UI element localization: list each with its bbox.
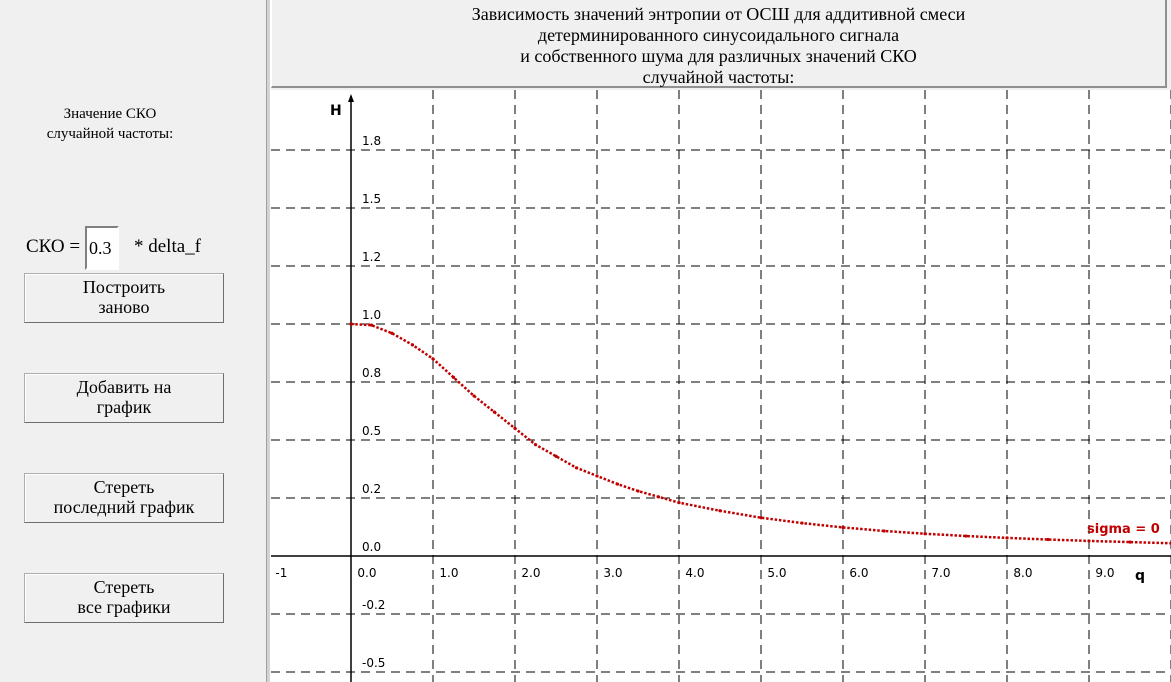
- add-to-graph-button[interactable]: Добавить на график: [24, 373, 224, 423]
- data-point: [656, 495, 661, 499]
- axes: [271, 94, 1171, 682]
- y-tick-label: 1.2: [362, 250, 381, 264]
- x-tick-label: 8.0: [1013, 566, 1032, 580]
- data-point: [841, 525, 845, 530]
- y-tick-label: -0.5: [362, 656, 385, 670]
- x-tick-label: -1: [275, 566, 287, 580]
- chart-title-line-1: Зависимость значений энтропии от ОСШ для…: [471, 4, 966, 24]
- data-point: [472, 394, 476, 398]
- data-point: [1046, 537, 1050, 542]
- data-point: [964, 534, 968, 538]
- data-point: [923, 532, 927, 536]
- data-point: [513, 426, 517, 430]
- rebuild-button[interactable]: Построить заново: [24, 273, 224, 323]
- sko-suffix-label: * delta_f: [134, 236, 202, 257]
- panel-divider[interactable]: [266, 0, 271, 682]
- y-tick-label: 0.5: [362, 424, 381, 438]
- x-tick-label: 4.0: [685, 566, 704, 580]
- data-point: [410, 343, 415, 347]
- y-axis-arrow: [348, 94, 354, 102]
- y-axis-label: H: [330, 103, 342, 119]
- y-tick-label: 0.8: [362, 366, 381, 380]
- data-point: [369, 323, 374, 327]
- data-point: [533, 443, 538, 447]
- y-tick-label: 0.2: [362, 482, 381, 496]
- data-point: [492, 410, 497, 414]
- data-point: [1087, 539, 1091, 543]
- tick-labels: -1 0.0 1.0 2.0 3.0 4.0 5.0 6.0 7.0 8.0 9.0 1.8 1.5 1.…: [275, 134, 1114, 670]
- x-tick-label: 6.0: [849, 566, 868, 580]
- y-tick-label: 1.5: [362, 192, 381, 206]
- data-point: [882, 529, 886, 533]
- chart-title-line-2: детерминированного синусоидального сигна…: [537, 25, 900, 45]
- x-axis-label: q: [1135, 568, 1145, 584]
- data-point: [349, 322, 353, 326]
- x-tick-label: 3.0: [603, 566, 622, 580]
- data-point: [390, 331, 394, 335]
- control-panel: Значение СКО случайной частоты: СКО = * …: [0, 0, 266, 682]
- data-point: [677, 501, 681, 505]
- chart-title-line-3: и собственного шума для различных значен…: [520, 46, 917, 66]
- x-tick-label: 9.0: [1095, 566, 1114, 580]
- y-tick-label: 0.0: [362, 540, 381, 554]
- erase-all-graphs-button[interactable]: Стереть все графики: [24, 573, 224, 623]
- erase-last-graph-button[interactable]: Стереть последний график: [24, 473, 224, 523]
- plot-background: [271, 90, 1171, 682]
- data-point: [1128, 540, 1132, 544]
- data-point: [636, 489, 640, 493]
- data-point: [451, 375, 456, 379]
- x-tick-label: 0.0: [357, 566, 376, 580]
- y-tick-label: -0.2: [362, 598, 385, 612]
- x-tick-label: 5.0: [767, 566, 786, 580]
- sko-value-input[interactable]: [85, 226, 119, 270]
- x-tick-label: 1.0: [439, 566, 458, 580]
- sko-prefix-label: СКО =: [26, 236, 81, 257]
- data-point: [759, 516, 763, 520]
- y-tick-label: 1.0: [362, 308, 381, 322]
- entropy-plot: -1 0.0 1.0 2.0 3.0 4.0 5.0 6.0 7.0 8.0 9.0 1.8 1.5 1.…: [271, 90, 1171, 682]
- data-point: [574, 466, 579, 470]
- data-point: [1005, 536, 1009, 540]
- y-tick-label: 1.8: [362, 134, 381, 148]
- grid: [271, 90, 1171, 682]
- sko-label-line2: случайной частоты:: [46, 126, 174, 142]
- x-tick-label: 7.0: [931, 566, 950, 580]
- data-point: [431, 357, 435, 361]
- chart-title-line-4: случайной частоты:: [642, 67, 795, 87]
- data-point: [800, 521, 804, 525]
- sko-label: Значение СКО случайной частоты:: [30, 104, 190, 144]
- data-point: [554, 454, 558, 458]
- sko-label-line1: Значение СКО: [63, 106, 157, 122]
- data-point: [718, 509, 722, 513]
- chart-title-box: Зависимость значений энтропии от ОСШ для…: [271, 0, 1167, 88]
- data-point: [615, 482, 620, 486]
- series-group: sigma = 0: [349, 322, 1171, 545]
- data-point: [595, 474, 599, 478]
- axis-labels: qH: [330, 103, 1145, 584]
- x-tick-label: 2.0: [521, 566, 540, 580]
- series-label: sigma = 0: [1087, 522, 1160, 537]
